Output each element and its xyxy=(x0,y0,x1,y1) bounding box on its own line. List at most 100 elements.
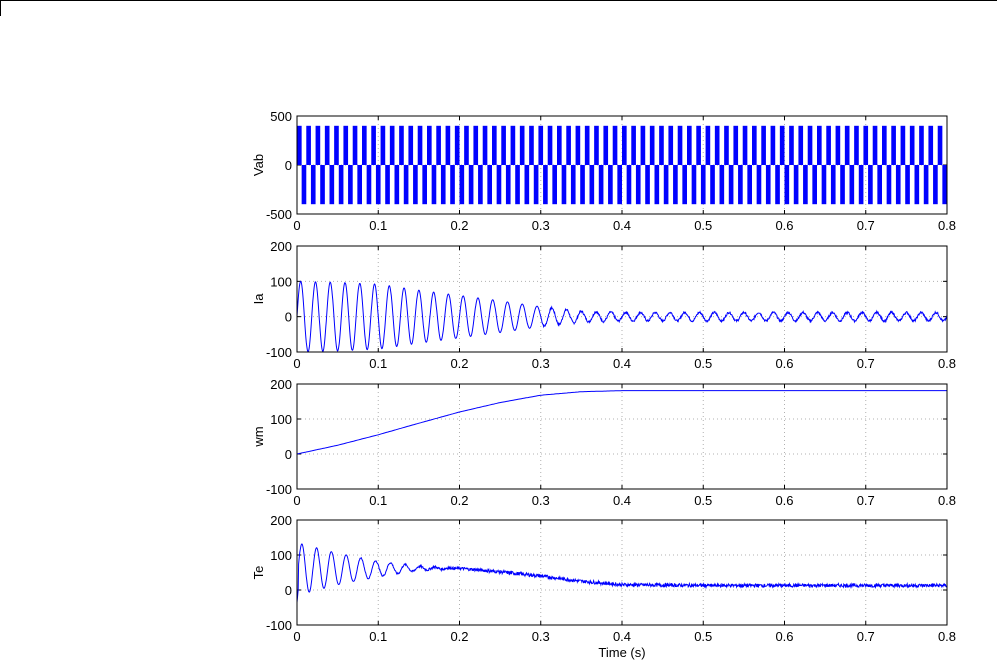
pwm-pulse-positive xyxy=(538,125,544,165)
x-tick-label: 0.2 xyxy=(450,356,468,371)
pwm-pulse-negative xyxy=(496,165,502,205)
pwm-pulse-negative xyxy=(533,165,539,205)
pwm-pulse-negative xyxy=(728,165,734,205)
pwm-pulse-negative xyxy=(654,165,660,205)
x-tick-label: 0.3 xyxy=(532,356,550,371)
x-tick-label: 0.8 xyxy=(938,218,956,233)
pwm-pulse-negative xyxy=(515,165,520,205)
pwm-pulse-positive xyxy=(436,125,441,165)
pwm-pulse-positive xyxy=(529,125,534,165)
x-tick-label: 0.4 xyxy=(613,356,631,371)
y-axis-label: wm xyxy=(251,426,266,447)
pwm-pulse-negative xyxy=(886,165,892,205)
pwm-pulse-negative xyxy=(348,165,353,205)
speed-trace xyxy=(297,390,947,455)
y-tick-label: 0 xyxy=(285,583,292,598)
pwm-pulse-negative xyxy=(403,165,409,205)
pwm-pulse-positive xyxy=(519,125,525,165)
pwm-pulse-negative xyxy=(942,165,947,205)
y-tick-label: 100 xyxy=(270,412,292,427)
pwm-pulse-positive xyxy=(649,125,655,165)
pwm-pulse-negative xyxy=(868,165,873,205)
pwm-pulse-positive xyxy=(779,125,785,165)
pwm-pulse-negative xyxy=(673,165,678,205)
pwm-pulse-positive xyxy=(380,125,386,165)
pwm-pulse-positive xyxy=(807,125,813,165)
pwm-pulse-negative xyxy=(329,165,335,205)
x-tick-label: 0.5 xyxy=(694,218,712,233)
x-tick-label: 0.3 xyxy=(532,629,550,644)
pwm-pulse-negative xyxy=(738,165,743,205)
pwm-pulse-negative xyxy=(310,165,316,205)
x-tick-label: 0.7 xyxy=(857,356,875,371)
subplot-4: 0 0.1 0.2 0.3 0.4 0.5 0.6 0.7 0.82001000-100TeTi… xyxy=(251,513,956,660)
x-tick-label: 0 xyxy=(293,218,300,233)
y-tick-label: -500 xyxy=(266,207,292,222)
x-tick-label: 0.7 xyxy=(857,218,875,233)
pwm-pulse-positive xyxy=(482,125,488,165)
pwm-pulse-negative xyxy=(923,165,929,205)
x-tick-label: 0.6 xyxy=(775,629,793,644)
x-tick-label: 0.1 xyxy=(369,629,387,644)
pwm-pulse-negative xyxy=(413,165,418,205)
series-4 xyxy=(297,543,947,603)
pwm-pulse-negative xyxy=(487,165,492,205)
pwm-pulse-negative xyxy=(840,165,845,205)
current-trace xyxy=(297,280,947,352)
x-tick-label: 0.4 xyxy=(613,629,631,644)
y-tick-label: 0 xyxy=(285,447,292,462)
pwm-pulse-positive xyxy=(464,125,469,165)
pwm-pulse-positive xyxy=(687,125,692,165)
pwm-pulse-negative xyxy=(524,165,530,205)
x-tick-label: 0.7 xyxy=(857,629,875,644)
y-tick-label: 100 xyxy=(270,274,292,289)
axes-frame xyxy=(296,115,948,215)
pwm-pulse-negative xyxy=(803,165,808,205)
pwm-pulse-positive xyxy=(937,125,943,165)
pwm-pulse-positive xyxy=(371,125,376,165)
axes-frame xyxy=(296,519,948,626)
x-tick-label: 0 xyxy=(293,493,300,508)
x-tick-label: 0.5 xyxy=(694,629,712,644)
pwm-pulse-positive xyxy=(343,125,349,165)
y-tick-label: 200 xyxy=(270,239,292,254)
pwm-pulse-positive xyxy=(752,125,757,165)
y-tick-label: 500 xyxy=(270,109,292,124)
pwm-pulse-negative xyxy=(422,165,427,205)
pwm-pulse-negative xyxy=(552,165,557,205)
pwm-pulse-positive xyxy=(324,125,330,165)
pwm-pulse-positive xyxy=(900,125,906,165)
pwm-pulse-positive xyxy=(919,125,924,165)
pwm-pulse-negative xyxy=(756,165,762,205)
pwm-pulse-positive xyxy=(492,125,497,165)
pwm-pulse-negative xyxy=(375,165,381,205)
pwm-pulse-positive xyxy=(640,125,646,165)
pwm-pulse-positive xyxy=(714,125,720,165)
pwm-pulse-negative xyxy=(858,165,864,205)
pwm-pulse-positive xyxy=(603,125,609,165)
y-tick-label: 100 xyxy=(270,548,292,563)
pwm-pulse-positive xyxy=(594,125,599,165)
pwm-pulse-negative xyxy=(570,165,576,205)
y-axis-label: Vab xyxy=(251,154,266,176)
pwm-pulse-positive xyxy=(724,125,729,165)
pwm-pulse-positive xyxy=(817,125,822,165)
pwm-pulse-positive xyxy=(454,125,460,165)
pwm-pulse-negative xyxy=(459,165,465,205)
pwm-pulse-positive xyxy=(659,125,664,165)
pwm-pulse-positive xyxy=(510,125,516,165)
pwm-pulse-positive xyxy=(306,125,311,165)
pwm-pulse-negative xyxy=(710,165,715,205)
pwm-pulse-negative xyxy=(357,165,362,205)
y-tick-label: -100 xyxy=(266,618,292,633)
pwm-pulse-positive xyxy=(789,125,794,165)
pwm-pulse-positive xyxy=(826,125,831,165)
pwm-pulse-positive xyxy=(798,125,804,165)
pwm-pulse-positive xyxy=(742,125,748,165)
x-tick-label: 0.6 xyxy=(775,493,793,508)
pwm-pulse-positive xyxy=(445,125,451,165)
pwm-pulse-positive xyxy=(844,125,850,165)
